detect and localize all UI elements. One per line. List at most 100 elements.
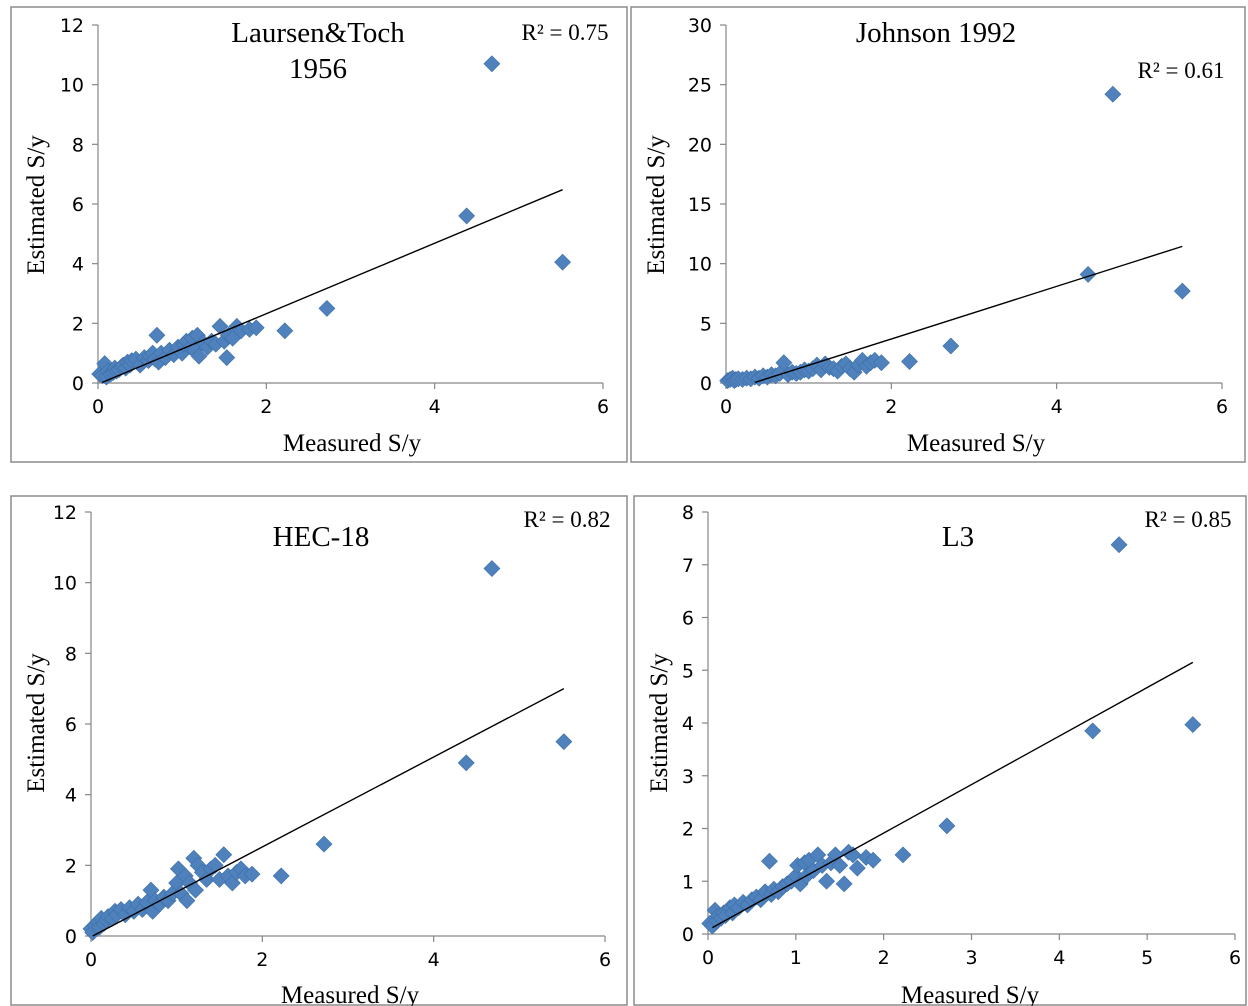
chart-title: L3 xyxy=(942,521,974,553)
y-tick-label: 5 xyxy=(700,313,712,335)
data-point xyxy=(178,892,196,910)
y-axis-label: Estimated S/y xyxy=(643,135,670,275)
data-point xyxy=(1104,85,1122,103)
y-tick-label: 5 xyxy=(682,660,694,682)
x-axis-label: Measured S/y xyxy=(281,982,420,1006)
data-point xyxy=(831,857,849,874)
y-tick-label: 0 xyxy=(682,924,694,946)
x-tick-label: 3 xyxy=(965,947,977,969)
data-point xyxy=(942,337,960,355)
trendline xyxy=(754,245,1183,384)
y-tick-label: 2 xyxy=(682,819,694,841)
plot-area: 0 2 4 6 8 10 12 0 2 4 6 xyxy=(53,502,611,971)
x-tick-label: 6 xyxy=(1229,947,1241,969)
y-tick-label: 10 xyxy=(53,573,77,595)
data-point xyxy=(554,253,572,271)
y-tick-label: 8 xyxy=(682,502,694,524)
x-tick-label: 4 xyxy=(429,396,441,418)
x-tick-label: 5 xyxy=(1141,947,1153,969)
y-tick-label: 0 xyxy=(72,373,84,395)
x-tick-label: 0 xyxy=(85,949,97,971)
chart-title-line-1: Laursen&Toch xyxy=(231,17,405,49)
y-tick-label: 7 xyxy=(682,555,694,577)
y-axis-label: Estimated S/y xyxy=(646,653,673,793)
data-point xyxy=(1173,282,1191,300)
y-tick-label: 6 xyxy=(65,714,77,736)
y-tick-label: 0 xyxy=(700,373,712,395)
data-point xyxy=(835,875,853,893)
x-tick-label: 6 xyxy=(1216,396,1228,418)
x-axis-label: Measured S/y xyxy=(901,982,1040,1006)
x-tick-label: 1 xyxy=(790,947,802,969)
data-point xyxy=(247,319,265,337)
data-point xyxy=(315,835,333,853)
data-point xyxy=(872,354,890,372)
chart-panel-laursen-toch: 0 2 4 6 8 10 12 0 2 4 6 Laursen&Toch 1956 R² = 0.7… xyxy=(10,6,628,463)
data-point xyxy=(901,353,918,370)
y-tick-label: 25 xyxy=(688,75,712,97)
x-tick-label: 4 xyxy=(1053,947,1065,969)
data-point xyxy=(318,299,336,317)
data-point xyxy=(457,754,475,772)
x-tick-label: 4 xyxy=(1051,396,1063,418)
data-point xyxy=(1079,265,1097,283)
data-point xyxy=(243,865,261,883)
x-tick-label: 6 xyxy=(599,949,611,971)
data-point xyxy=(1084,722,1102,740)
data-point xyxy=(218,349,236,367)
data-point xyxy=(215,846,233,864)
plot-area: 0 5 10 15 20 25 30 0 2 4 6 xyxy=(688,15,1228,418)
x-axis-label: Measured S/y xyxy=(283,430,422,457)
y-tick-label: 15 xyxy=(688,194,712,216)
data-point xyxy=(190,347,208,365)
data-point xyxy=(761,852,778,870)
r-squared-label: R² = 0.61 xyxy=(1138,58,1225,83)
x-tick-label: 6 xyxy=(597,396,609,418)
x-axis-label: Measured S/y xyxy=(907,430,1046,457)
y-tick-label: 3 xyxy=(682,766,694,788)
y-tick-label: 4 xyxy=(65,785,77,807)
y-axis-label: Estimated S/y xyxy=(23,653,50,793)
r-squared-label: R² = 0.82 xyxy=(524,507,611,532)
x-tick-label: 2 xyxy=(885,396,897,418)
y-tick-label: 4 xyxy=(72,254,84,276)
y-tick-label: 1 xyxy=(682,871,694,893)
y-tick-label: 10 xyxy=(60,75,84,97)
trendline xyxy=(101,189,563,384)
y-tick-label: 12 xyxy=(60,15,84,37)
y-tick-label: 20 xyxy=(688,134,712,156)
y-tick-label: 10 xyxy=(688,254,712,276)
r-squared-label: R² = 0.75 xyxy=(522,20,609,45)
y-axis-label: Estimated S/y xyxy=(23,135,50,275)
data-point xyxy=(555,733,573,751)
chart-title-line-2: 1956 xyxy=(289,53,347,85)
data-point xyxy=(483,560,501,577)
plot-area: 0 1 2 3 4 5 6 7 8 0 1 2 3 4 5 6 xyxy=(682,502,1241,969)
data-point xyxy=(894,846,912,864)
r-squared-label: R² = 0.85 xyxy=(1145,507,1232,532)
chart-panel-l3: 0 1 2 3 4 5 6 7 8 0 1 2 3 4 5 6 L3 R² = 0.85 Measured S… xyxy=(633,495,1247,1006)
x-tick-label: 2 xyxy=(256,949,268,971)
x-tick-label: 4 xyxy=(428,949,440,971)
x-tick-label: 2 xyxy=(878,947,890,969)
data-point xyxy=(848,859,866,877)
data-point xyxy=(938,817,956,835)
chart-panel-hec-18: 0 2 4 6 8 10 12 0 2 4 6 HEC-18 R² = 0.82 Measured … xyxy=(10,495,628,1006)
plot-area: 0 2 4 6 8 10 12 0 2 4 6 xyxy=(60,15,609,418)
trendline xyxy=(92,688,565,937)
chart-frame xyxy=(633,495,1247,1006)
data-point xyxy=(1184,716,1202,734)
data-point xyxy=(272,867,290,885)
data-point xyxy=(483,55,501,73)
y-tick-label: 6 xyxy=(682,608,694,630)
y-tick-label: 12 xyxy=(53,502,77,524)
x-tick-label: 0 xyxy=(92,396,104,418)
data-point xyxy=(818,872,835,890)
trendline xyxy=(712,661,1194,929)
chart-frame xyxy=(10,6,628,463)
y-tick-label: 6 xyxy=(72,194,84,216)
chart-title: Johnson 1992 xyxy=(856,17,1016,49)
x-tick-label: 2 xyxy=(260,396,272,418)
data-point xyxy=(458,207,476,225)
